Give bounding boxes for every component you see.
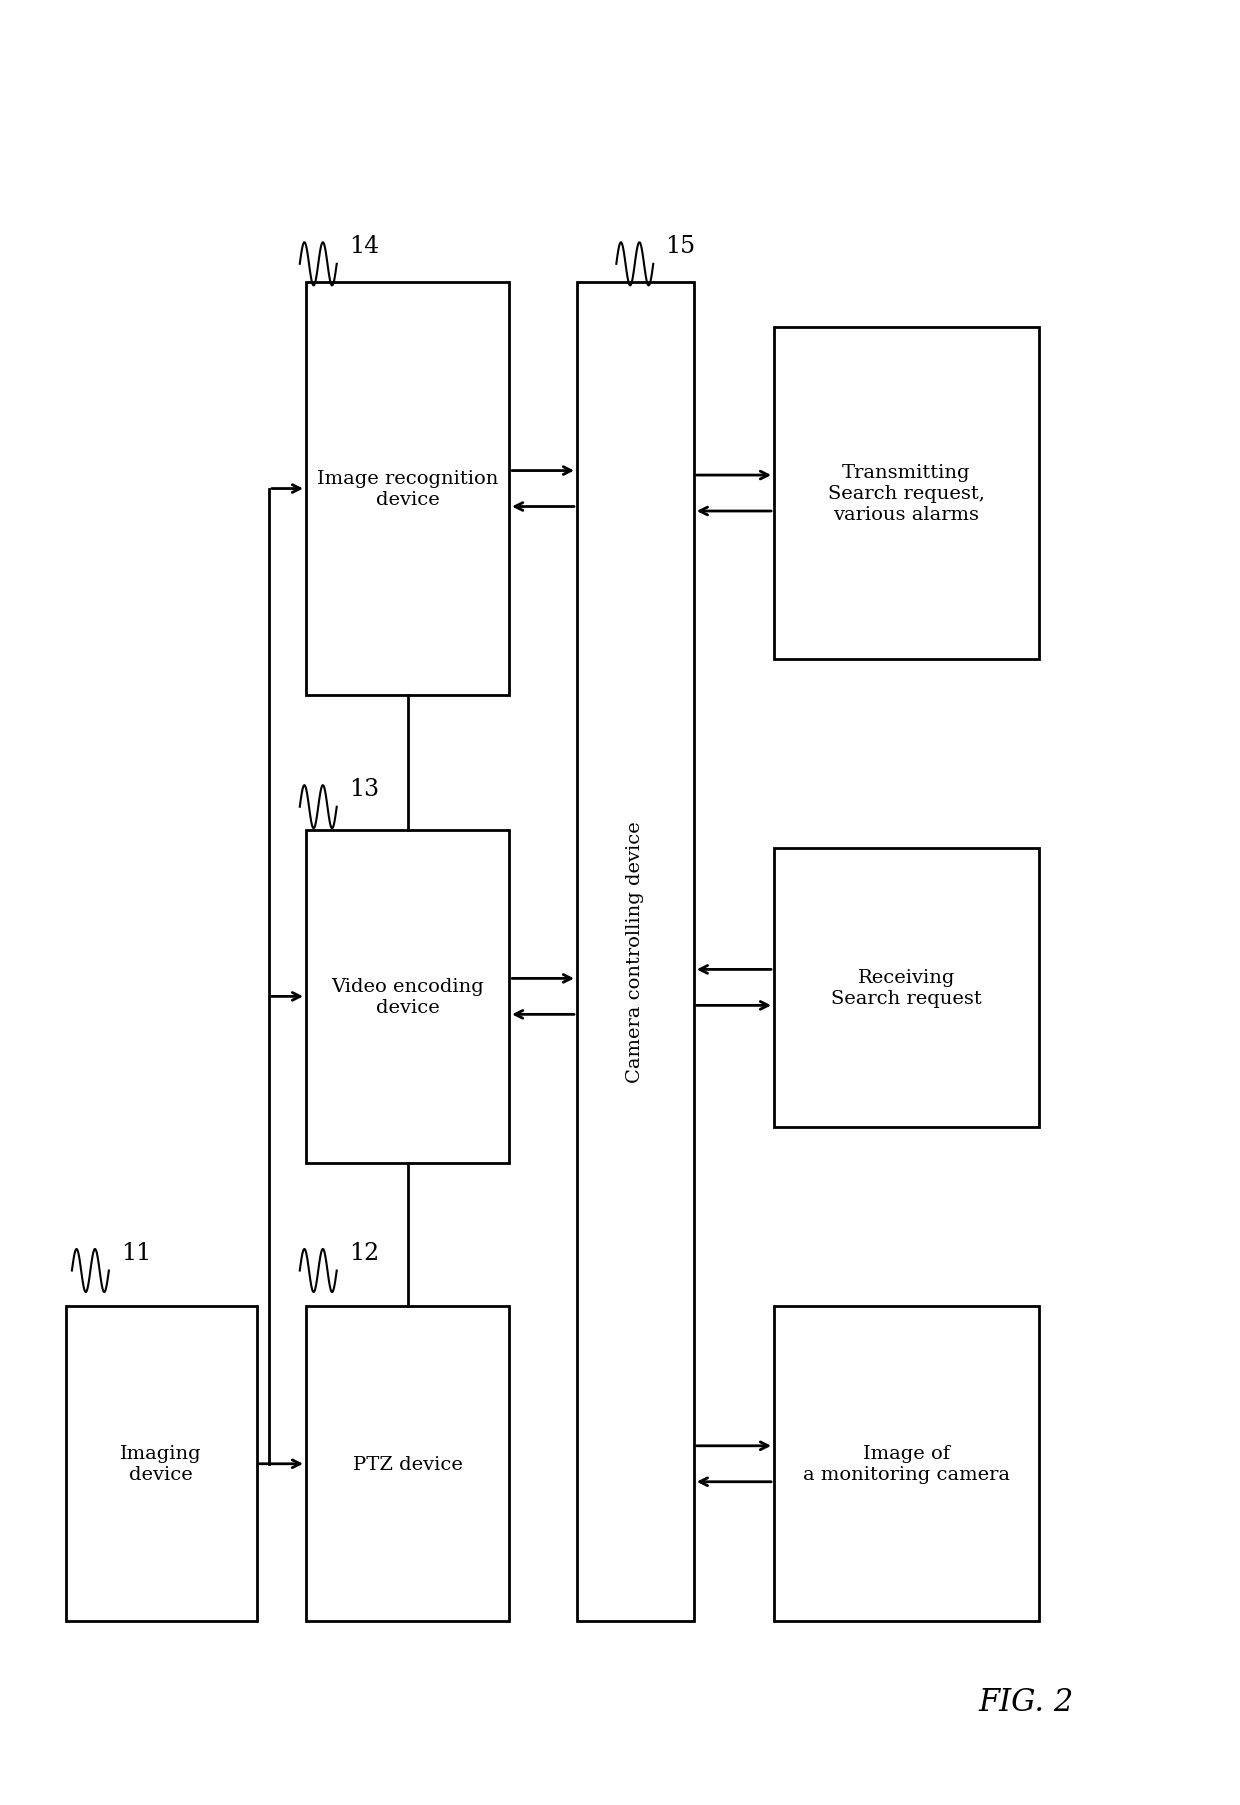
Bar bbox=[306, 830, 510, 1162]
Bar bbox=[66, 1307, 257, 1621]
Text: Imaging
device: Imaging device bbox=[120, 1444, 202, 1484]
Text: PTZ device: PTZ device bbox=[352, 1455, 463, 1473]
Text: FIG. 2: FIG. 2 bbox=[978, 1686, 1074, 1718]
Text: Transmitting
Search request,
various alarms: Transmitting Search request, various ala… bbox=[828, 464, 985, 523]
Bar bbox=[306, 283, 510, 697]
Bar bbox=[774, 327, 1039, 661]
Text: 15: 15 bbox=[666, 235, 696, 258]
Text: 13: 13 bbox=[348, 778, 379, 801]
Text: Image of
a monitoring camera: Image of a monitoring camera bbox=[802, 1444, 1009, 1484]
Text: Video encoding
device: Video encoding device bbox=[331, 978, 484, 1016]
Text: Camera controlling device: Camera controlling device bbox=[626, 821, 645, 1083]
Text: Image recognition
device: Image recognition device bbox=[317, 469, 498, 509]
Text: Receiving
Search request: Receiving Search request bbox=[831, 969, 982, 1007]
Bar bbox=[774, 1307, 1039, 1621]
Bar bbox=[306, 1307, 510, 1621]
Text: 11: 11 bbox=[122, 1242, 151, 1264]
Text: 12: 12 bbox=[348, 1242, 379, 1264]
Bar bbox=[577, 283, 694, 1621]
Text: 14: 14 bbox=[348, 235, 379, 258]
Bar bbox=[774, 848, 1039, 1126]
